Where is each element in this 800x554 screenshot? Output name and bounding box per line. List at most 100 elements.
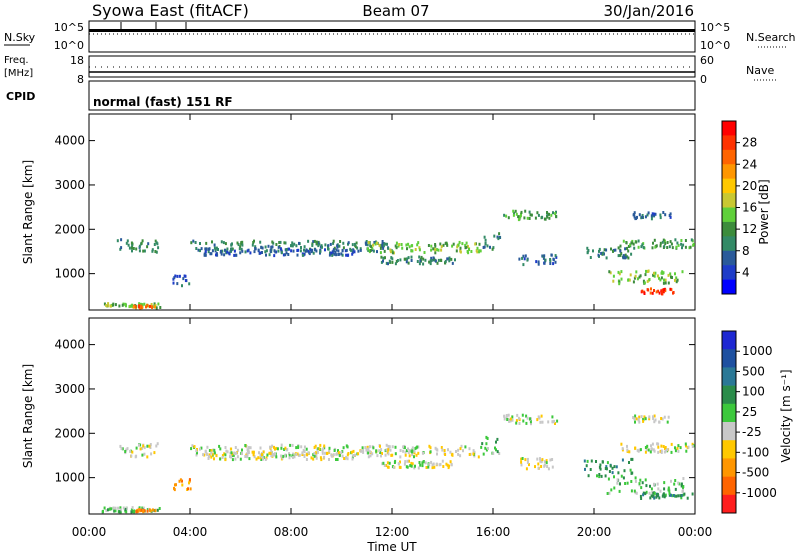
power-mark (521, 256, 524, 260)
x-tick-label: 04:00 (173, 525, 208, 539)
power-mark (654, 271, 657, 275)
velocity-mark (411, 462, 414, 466)
power-mark (644, 215, 647, 219)
velocity-mark (543, 464, 546, 468)
velocity-mark (146, 509, 149, 513)
velocity-mark (417, 445, 420, 449)
velocity-mark (634, 476, 637, 480)
nave-tick-bottom: 0 (700, 73, 707, 86)
velocity-mark (652, 448, 655, 452)
power-mark (279, 240, 282, 244)
power-mark (341, 248, 344, 252)
power-mark (617, 254, 620, 258)
velocity-mark (403, 445, 406, 449)
power-mark (482, 246, 485, 249)
velocity-mark (634, 446, 637, 450)
velocity-mark (645, 490, 648, 494)
power-mark (317, 244, 320, 248)
power-mark (620, 252, 623, 255)
colorbar-tick-label: 25 (742, 405, 757, 419)
velocity-mark (151, 508, 154, 512)
power-mark (430, 248, 433, 252)
power-mark (146, 303, 149, 307)
velocity-mark (411, 453, 414, 457)
cpid-label: CPID (6, 90, 35, 103)
y-tick-label: 3000 (54, 382, 85, 396)
power-mark (677, 243, 680, 247)
power-mark (401, 246, 404, 250)
velocity-mark (283, 454, 286, 458)
power-mark (184, 279, 187, 282)
power-mark (327, 244, 330, 248)
velocity-mark (637, 418, 640, 422)
velocity-mark (397, 462, 400, 466)
power-mark (223, 253, 226, 257)
power-mark (345, 248, 348, 252)
power-mark (199, 242, 201, 245)
velocity-mark (382, 461, 385, 465)
velocity-mark (511, 415, 514, 419)
velocity-mark (644, 478, 647, 482)
colorbar-swatch (722, 178, 736, 194)
velocity-panel-frame (88, 317, 696, 515)
y-tick-label: 3000 (54, 178, 85, 192)
velocity-mark (118, 510, 121, 514)
freq-label-line2: [MHz] (4, 68, 33, 79)
power-mark (265, 253, 267, 257)
velocity-mark (343, 457, 346, 460)
power-mark (645, 269, 647, 273)
velocity-mark (210, 451, 213, 455)
power-mark (138, 305, 141, 309)
power-mark (589, 256, 592, 259)
velocity-mark (206, 445, 209, 449)
velocity-mark (387, 452, 390, 456)
power-mark (241, 243, 244, 247)
power-mark (366, 243, 369, 247)
velocity-mark (663, 450, 666, 454)
velocity-mark (410, 461, 413, 465)
velocity-mark (257, 456, 260, 460)
power-mark (675, 276, 678, 280)
power-mark (419, 257, 422, 261)
power-data-marks (103, 209, 695, 310)
velocity-mark (264, 458, 267, 461)
velocity-mark (231, 454, 234, 458)
power-mark (625, 241, 628, 244)
velocity-mark (138, 508, 141, 511)
power-mark (512, 213, 515, 217)
velocity-mark (450, 452, 453, 456)
velocity-mark (443, 449, 446, 452)
power-mark (641, 215, 644, 219)
power-mark (140, 241, 143, 245)
power-mark (688, 246, 691, 250)
velocity-mark (421, 461, 424, 465)
power-mark (586, 246, 589, 250)
velocity-mark (148, 444, 151, 448)
power-mark (154, 250, 157, 253)
power-mark (493, 234, 496, 238)
power-mark (554, 212, 557, 216)
power-mark (659, 278, 662, 282)
power-mark (618, 272, 621, 276)
velocity-mark (664, 493, 667, 497)
velocity-mark (495, 448, 497, 452)
power-mark (312, 251, 315, 255)
power-mark (655, 244, 658, 248)
colorbar-swatch (722, 422, 736, 441)
velocity-mark (300, 445, 303, 449)
velocity-mark (252, 450, 255, 454)
power-mark (235, 253, 238, 257)
power-mark (341, 253, 344, 257)
velocity-mark (682, 486, 684, 490)
velocity-mark (139, 443, 142, 447)
power-mark (236, 241, 239, 245)
colorbar-swatch (722, 221, 736, 237)
power-mark (667, 273, 670, 277)
velocity-mark (677, 449, 680, 453)
power-mark (172, 281, 175, 285)
velocity-mark (248, 446, 250, 450)
velocity-mark (472, 449, 475, 453)
power-mark (154, 305, 156, 309)
velocity-mark (634, 414, 637, 418)
velocity-mark (600, 474, 603, 478)
